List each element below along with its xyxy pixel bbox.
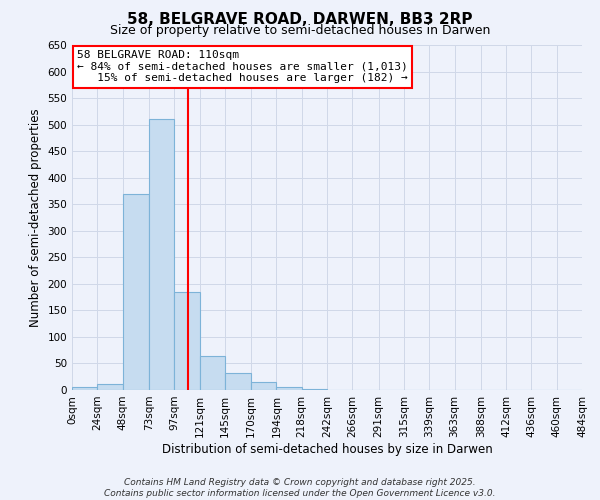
Bar xyxy=(122,194,149,390)
X-axis label: Distribution of semi-detached houses by size in Darwen: Distribution of semi-detached houses by … xyxy=(161,442,493,456)
Bar xyxy=(97,384,122,390)
Text: Contains HM Land Registry data © Crown copyright and database right 2025.
Contai: Contains HM Land Registry data © Crown c… xyxy=(104,478,496,498)
Y-axis label: Number of semi-detached properties: Number of semi-detached properties xyxy=(29,108,42,327)
Bar xyxy=(72,388,97,390)
Text: 58, BELGRAVE ROAD, DARWEN, BB3 2RP: 58, BELGRAVE ROAD, DARWEN, BB3 2RP xyxy=(127,12,473,28)
Bar xyxy=(149,120,174,390)
Bar xyxy=(277,388,302,390)
Bar xyxy=(251,382,277,390)
Text: 58 BELGRAVE ROAD: 110sqm
← 84% of semi-detached houses are smaller (1,013)
   15: 58 BELGRAVE ROAD: 110sqm ← 84% of semi-d… xyxy=(77,50,408,84)
Bar xyxy=(225,373,251,390)
Bar xyxy=(174,292,199,390)
Bar xyxy=(199,356,225,390)
Text: Size of property relative to semi-detached houses in Darwen: Size of property relative to semi-detach… xyxy=(110,24,490,37)
